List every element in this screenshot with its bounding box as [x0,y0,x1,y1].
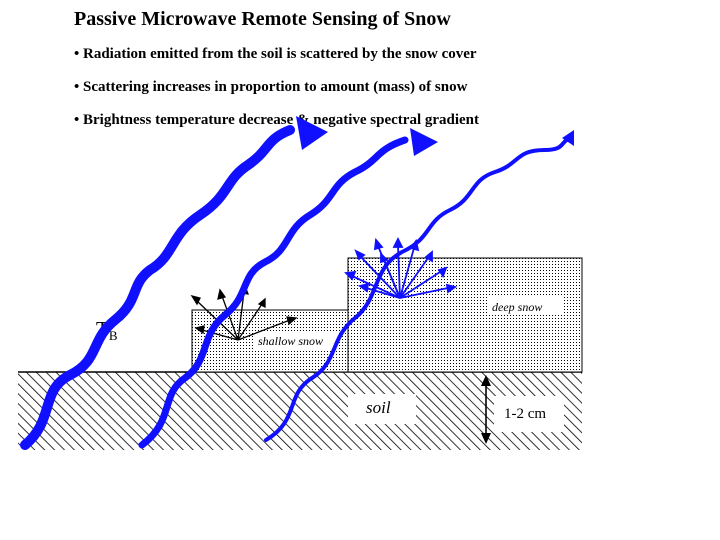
slide-title: Passive Microwave Remote Sensing of Snow [74,8,451,30]
bullet-scattering: • Scattering increases in proportion to … [74,79,468,95]
thickness-label: 1-2 cm [504,406,546,422]
shallow-snow-label-box [254,331,338,349]
thickness-label-box [494,396,564,432]
shallow-snow-label: shallow snow [258,334,323,348]
soil-label: soil [366,398,391,417]
soil-label-box [348,394,416,424]
radiation-arrow-1 [20,116,328,450]
radiation-arrow-2 [138,128,438,449]
radiation-arrow-3 [264,130,574,442]
deep-snow-label: deep snow [492,300,542,314]
deep-snow-label-box [488,297,564,315]
bullet-brightness: • Brightness temperature decrease & nega… [74,112,480,128]
bullet-emission: • Radiation emitted from the soil is sca… [74,46,477,62]
deep-scatter-rays [344,236,458,299]
thickness-arrow [481,375,491,444]
